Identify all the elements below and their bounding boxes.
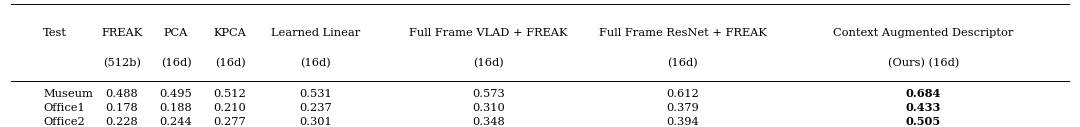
Text: 0.495: 0.495 — [160, 89, 192, 99]
Text: 0.228: 0.228 — [106, 117, 138, 127]
Text: (16d): (16d) — [161, 58, 191, 69]
Text: Test: Test — [43, 28, 67, 38]
Text: PCA: PCA — [164, 28, 188, 38]
Text: (16d): (16d) — [473, 58, 503, 69]
Text: Office2: Office2 — [43, 117, 85, 127]
Text: 0.433: 0.433 — [906, 102, 941, 113]
Text: 0.348: 0.348 — [472, 117, 504, 127]
Text: FREAK: FREAK — [102, 28, 143, 38]
Text: Museum: Museum — [43, 89, 93, 99]
Text: Office1: Office1 — [43, 103, 85, 113]
Text: 0.188: 0.188 — [160, 103, 192, 113]
Text: 0.301: 0.301 — [299, 117, 332, 127]
Text: 0.277: 0.277 — [214, 117, 246, 127]
Text: Context Augmented Descriptor: Context Augmented Descriptor — [833, 28, 1014, 38]
Text: (16d): (16d) — [300, 58, 330, 69]
Text: 0.612: 0.612 — [666, 89, 699, 99]
Text: Full Frame ResNet + FREAK: Full Frame ResNet + FREAK — [598, 28, 767, 38]
Text: 0.394: 0.394 — [666, 117, 699, 127]
Text: 0.512: 0.512 — [214, 89, 246, 99]
Text: 0.488: 0.488 — [106, 89, 138, 99]
Text: 0.379: 0.379 — [666, 103, 699, 113]
Text: KPCA: KPCA — [214, 28, 246, 38]
Text: 0.237: 0.237 — [299, 103, 332, 113]
Text: 0.310: 0.310 — [472, 103, 504, 113]
Text: 0.573: 0.573 — [472, 89, 504, 99]
Text: 0.531: 0.531 — [299, 89, 332, 99]
Text: 0.505: 0.505 — [906, 116, 941, 127]
Text: (16d): (16d) — [667, 58, 698, 69]
Text: Learned Linear: Learned Linear — [271, 28, 360, 38]
Text: (16d): (16d) — [215, 58, 245, 69]
Text: (Ours) (16d): (Ours) (16d) — [888, 58, 959, 69]
Text: 0.178: 0.178 — [106, 103, 138, 113]
Text: (512b): (512b) — [103, 58, 141, 69]
Text: 0.210: 0.210 — [214, 103, 246, 113]
Text: 0.244: 0.244 — [160, 117, 192, 127]
Text: Full Frame VLAD + FREAK: Full Frame VLAD + FREAK — [409, 28, 567, 38]
Text: 0.684: 0.684 — [906, 88, 941, 99]
